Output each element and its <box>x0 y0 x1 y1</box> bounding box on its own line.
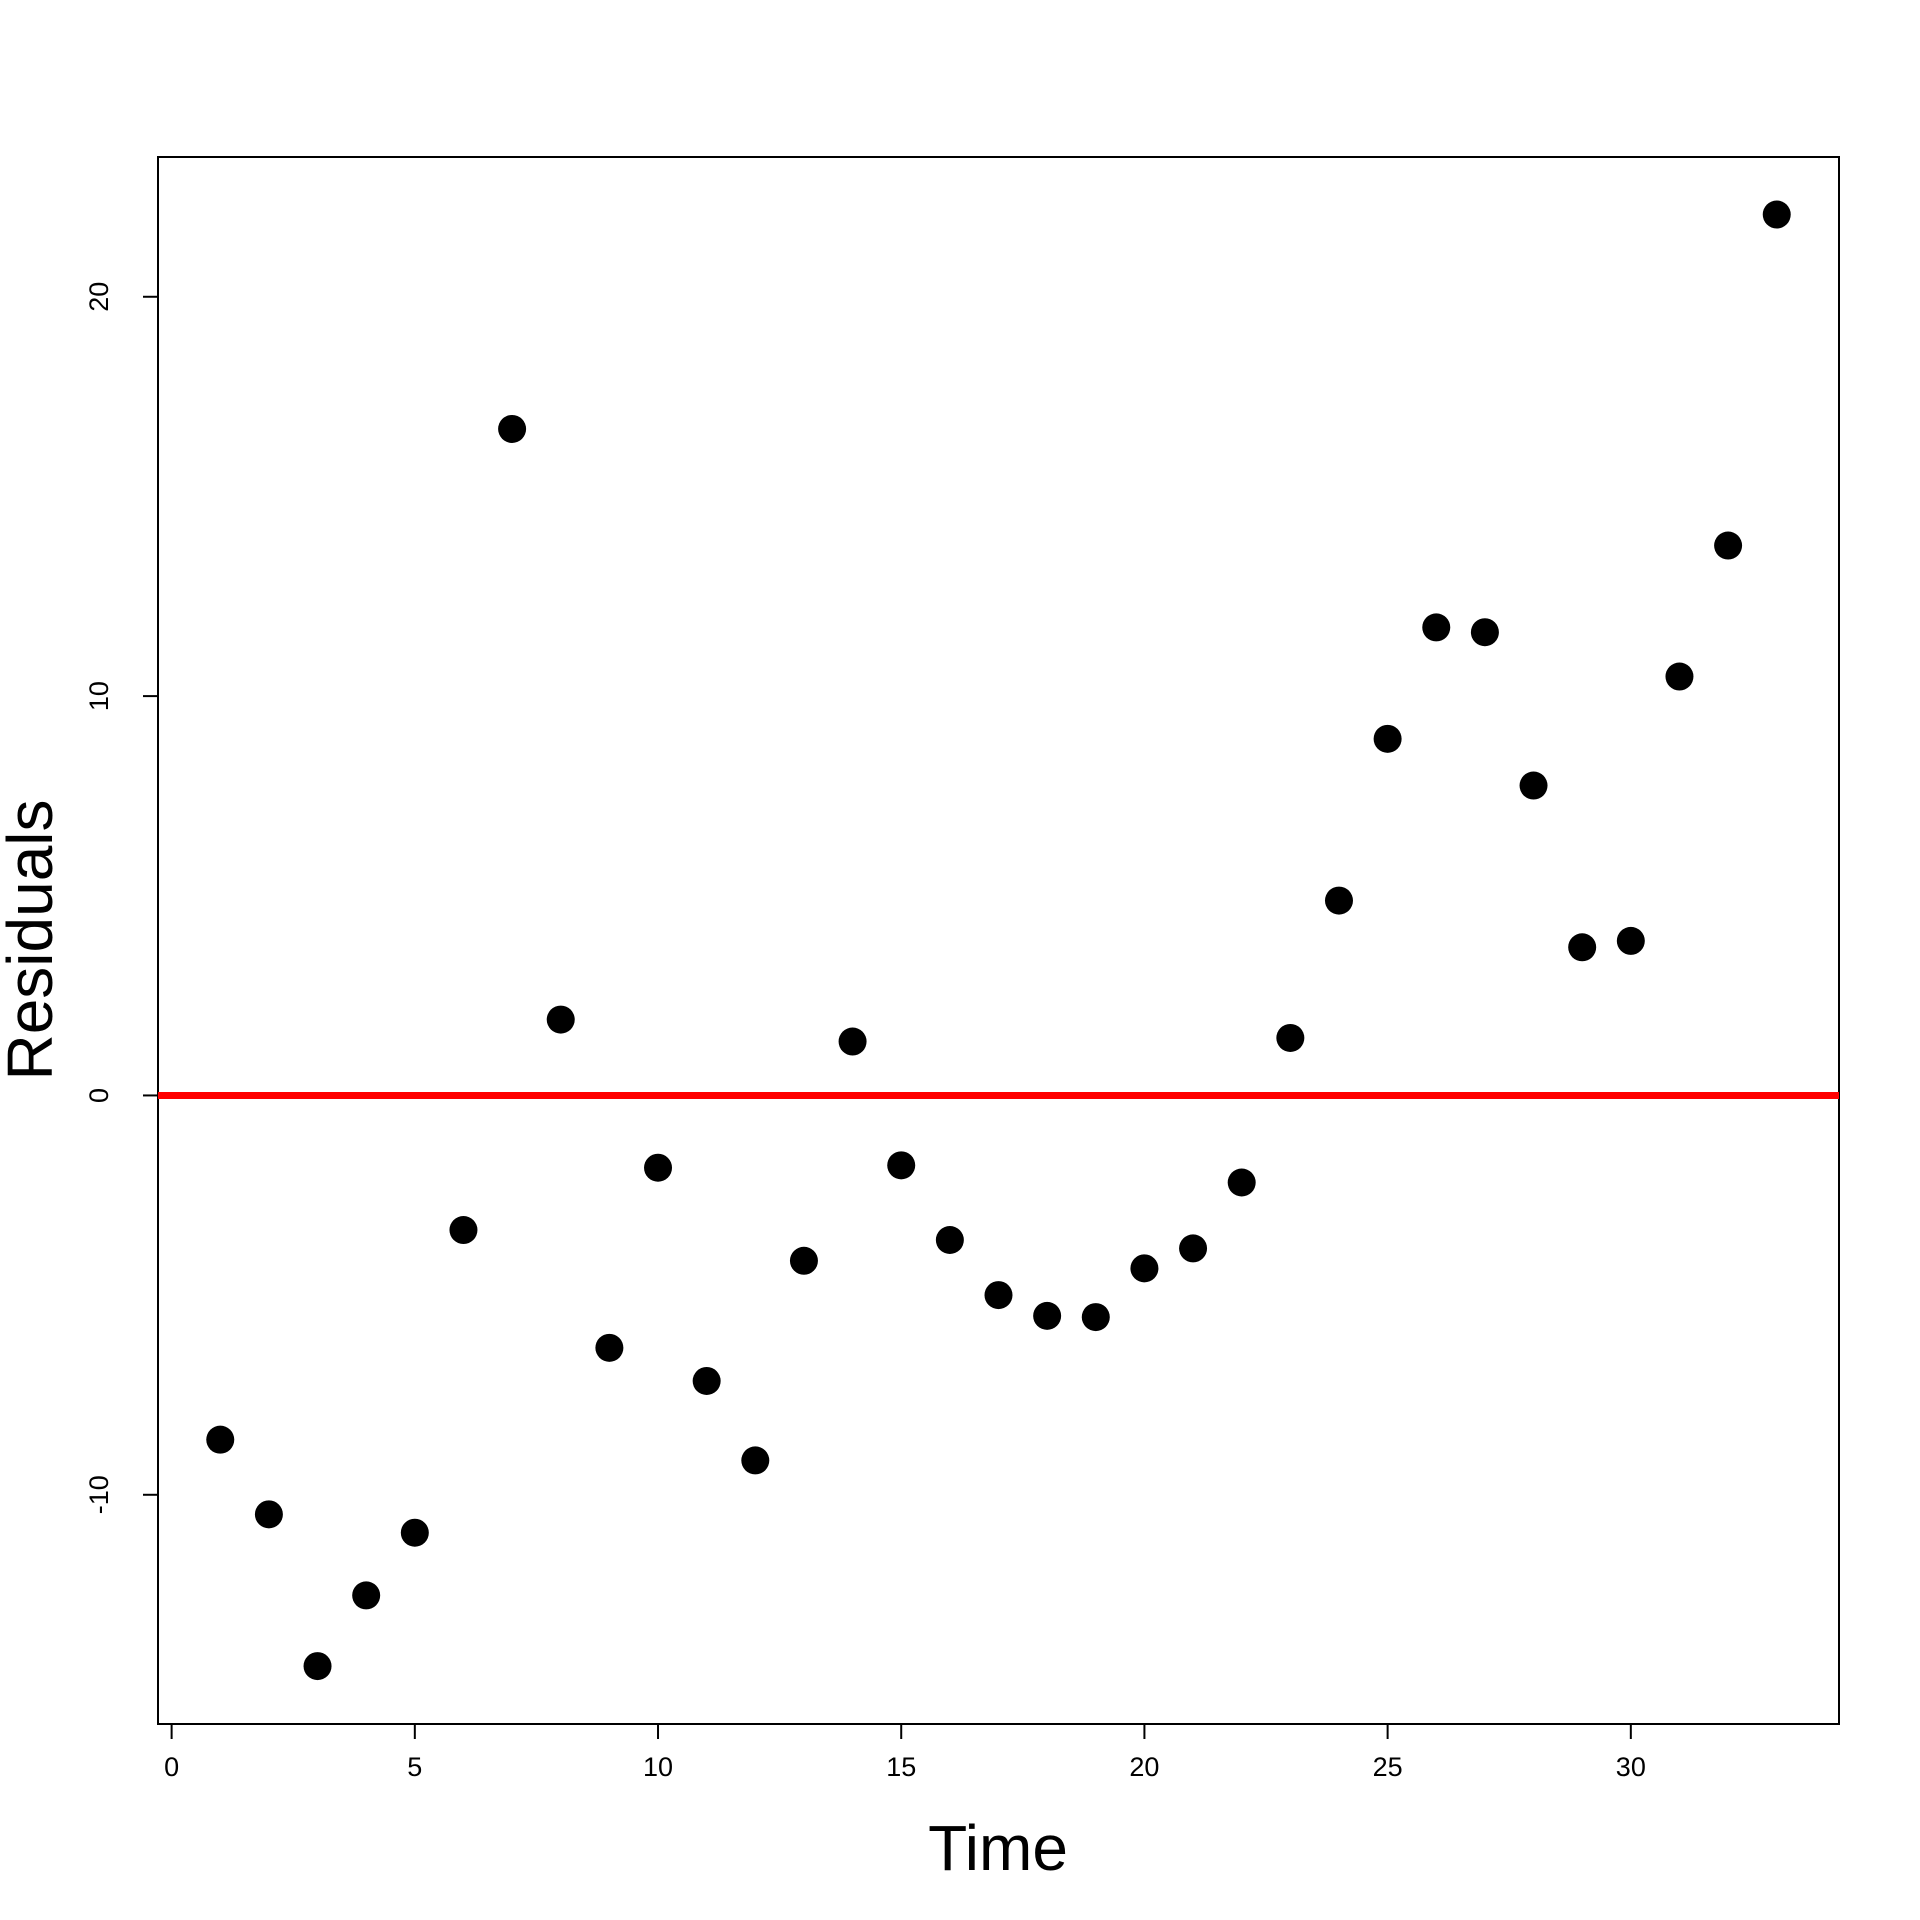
point <box>1714 531 1743 560</box>
point <box>1422 613 1451 642</box>
point <box>1276 1023 1305 1052</box>
point <box>595 1333 624 1362</box>
point <box>741 1446 770 1475</box>
point <box>1519 771 1548 800</box>
point <box>1130 1254 1159 1283</box>
y-tick-label: -10 <box>84 1475 114 1514</box>
point <box>546 1005 575 1034</box>
point <box>1470 618 1499 647</box>
x-tick-label: 5 <box>407 1752 422 1782</box>
x-axis-title: Time <box>928 1812 1068 1884</box>
point <box>1227 1168 1256 1197</box>
point <box>498 414 527 443</box>
x-tick-label: 25 <box>1373 1752 1403 1782</box>
point <box>1616 926 1645 955</box>
y-tick-label: 10 <box>84 681 114 711</box>
x-tick-label: 10 <box>643 1752 673 1782</box>
x-tick-label: 20 <box>1129 1752 1159 1782</box>
point <box>644 1153 673 1182</box>
point <box>1665 662 1694 691</box>
point <box>206 1425 235 1454</box>
point <box>692 1366 721 1395</box>
y-tick-label: 20 <box>84 282 114 312</box>
point <box>1373 724 1402 753</box>
point <box>400 1518 429 1547</box>
point <box>1081 1303 1110 1332</box>
point <box>1324 886 1353 915</box>
point <box>352 1581 381 1610</box>
x-tick-label: 15 <box>886 1752 916 1782</box>
point <box>1568 933 1597 962</box>
y-tick-label: 0 <box>84 1088 114 1103</box>
point <box>984 1281 1013 1310</box>
point <box>1033 1301 1062 1330</box>
point <box>449 1216 478 1245</box>
point <box>935 1226 964 1255</box>
y-axis-title: Residuals <box>0 799 66 1080</box>
x-tick-label: 30 <box>1616 1752 1646 1782</box>
point <box>838 1027 867 1056</box>
point <box>303 1652 332 1681</box>
point <box>887 1151 916 1180</box>
point <box>1179 1234 1208 1263</box>
x-tick-label: 0 <box>164 1752 179 1782</box>
point <box>789 1246 818 1275</box>
point <box>1762 200 1791 229</box>
point <box>254 1500 283 1529</box>
